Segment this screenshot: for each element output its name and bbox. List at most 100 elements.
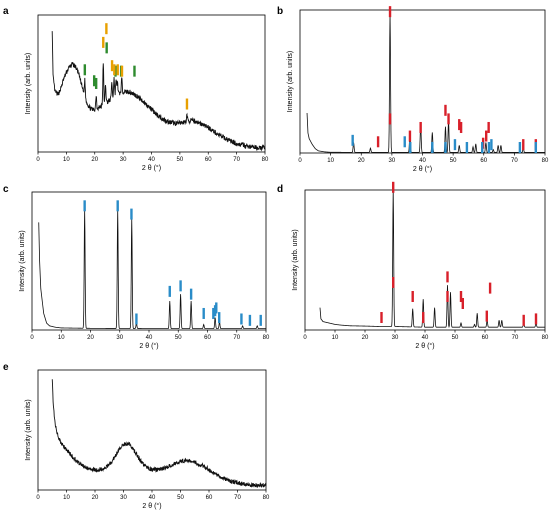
phase-marker — [130, 208, 133, 220]
phase-marker — [422, 312, 425, 323]
x-tick-label: 0 — [303, 335, 307, 341]
x-tick-label: 20 — [362, 335, 369, 341]
x-tick-label: 10 — [58, 335, 65, 341]
x-tick-label: 80 — [542, 158, 549, 164]
phase-marker — [446, 271, 449, 283]
x-tick-label: 50 — [452, 335, 459, 341]
phase-marker — [518, 142, 522, 153]
x-tick-label: 60 — [482, 335, 489, 341]
panel-a: a 0 10 20 30 40 50 60 70 80 2 θ (°) Intensity (arb.… — [3, 6, 269, 172]
phase-marker — [487, 142, 491, 153]
x-tick-label: 0 — [298, 158, 302, 164]
phase-marker — [458, 119, 461, 131]
phase-marker — [259, 314, 262, 326]
phase-marker — [212, 307, 215, 319]
plot-frame — [304, 189, 546, 331]
y-axis-label: Intensity (arb. units) — [25, 53, 32, 114]
phase-marker — [105, 23, 108, 35]
x-tick-label: 20 — [92, 495, 99, 501]
x-tick-label: 60 — [204, 335, 211, 341]
phase-marker — [380, 312, 383, 323]
x-axis-label: 2 θ (°) — [139, 342, 158, 350]
x-tick-label: 80 — [262, 157, 269, 163]
panel-e: e 0 10 20 30 40 50 60 70 80 2 θ (°) Intensity (arb.… — [3, 362, 270, 510]
phase-marker — [419, 121, 422, 133]
phase-marker — [94, 77, 98, 89]
xrd-pattern-line — [51, 379, 267, 488]
plot-frame — [37, 369, 267, 491]
x-tick-label: 0 — [36, 495, 40, 501]
x-tick-label: 50 — [450, 158, 457, 164]
x-tick-label: 80 — [263, 495, 270, 501]
panel-d: d 0 10 20 30 40 50 60 70 80 2 θ (°) Intensity (arb.… — [277, 181, 549, 350]
phase-marker — [534, 142, 538, 153]
phase-marker — [522, 139, 525, 151]
x-tick-label: 70 — [233, 157, 240, 163]
phase-marker — [431, 142, 434, 153]
panel-letter: a — [3, 6, 9, 17]
x-tick-label: 50 — [177, 157, 184, 163]
phase-marker — [120, 65, 124, 77]
x-axis-label: 2 θ (°) — [142, 164, 161, 172]
panel-b: b 0 10 20 30 40 50 60 70 80 2 θ (°) Intensity (arb.… — [277, 6, 549, 173]
phase-marker — [189, 288, 193, 300]
phase-marker — [444, 142, 447, 153]
phase-marker — [392, 181, 395, 193]
plot-frame — [299, 9, 546, 154]
phase-marker — [179, 280, 182, 292]
panel-c: c 0 10 20 30 40 50 60 70 80 2 θ (°) Intensity (arb.… — [3, 184, 270, 350]
x-tick-label: 30 — [116, 335, 123, 341]
xrd-pattern-line — [319, 189, 545, 329]
phase-marker — [444, 104, 447, 116]
panel-letter: d — [277, 184, 283, 195]
phase-marker — [351, 134, 354, 146]
phase-marker — [447, 113, 450, 125]
x-tick-label: 70 — [512, 335, 519, 341]
plot-frame — [31, 191, 267, 331]
x-tick-label: 30 — [389, 158, 396, 164]
xrd-pattern-line — [306, 12, 545, 154]
x-axis-label: 2 θ (°) — [142, 502, 161, 510]
xrd-pattern-line — [51, 31, 266, 152]
phase-marker — [240, 313, 243, 325]
x-tick-label: 30 — [120, 157, 127, 163]
phase-marker — [202, 307, 205, 319]
phase-marker — [113, 64, 116, 76]
phase-marker — [110, 60, 114, 72]
phase-marker — [488, 282, 492, 294]
phase-marker — [135, 313, 138, 325]
y-axis-label: Intensity (arb. units) — [287, 51, 294, 112]
phase-marker — [376, 136, 380, 148]
x-tick-label: 50 — [177, 495, 184, 501]
phase-marker — [409, 142, 412, 153]
phase-marker — [461, 298, 464, 309]
x-tick-label: 60 — [205, 157, 212, 163]
xrd-pattern-line — [38, 209, 266, 330]
x-tick-label: 60 — [480, 158, 487, 164]
phase-marker — [218, 312, 221, 324]
x-tick-label: 40 — [148, 157, 155, 163]
x-tick-label: 80 — [542, 335, 549, 341]
phase-marker — [215, 302, 218, 314]
panel-letter: c — [3, 184, 9, 195]
phase-marker — [485, 130, 488, 142]
phase-marker — [446, 291, 449, 302]
phase-marker — [248, 314, 252, 326]
x-tick-label: 70 — [511, 158, 518, 164]
phase-marker — [459, 291, 463, 302]
phase-marker — [388, 6, 392, 18]
x-tick-label: 0 — [30, 335, 34, 341]
x-tick-label: 40 — [146, 335, 153, 341]
phase-marker — [487, 121, 490, 133]
y-axis-label: Intensity (arb. units) — [25, 399, 32, 460]
x-tick-label: 20 — [358, 158, 365, 164]
phase-marker — [459, 121, 463, 133]
y-axis-label: Intensity (arb. units) — [19, 230, 26, 291]
phase-marker — [453, 139, 457, 151]
panel-letter: b — [277, 6, 283, 17]
x-tick-label: 40 — [422, 335, 429, 341]
phase-marker — [490, 139, 493, 151]
x-tick-label: 10 — [63, 495, 70, 501]
phase-marker — [116, 64, 119, 76]
